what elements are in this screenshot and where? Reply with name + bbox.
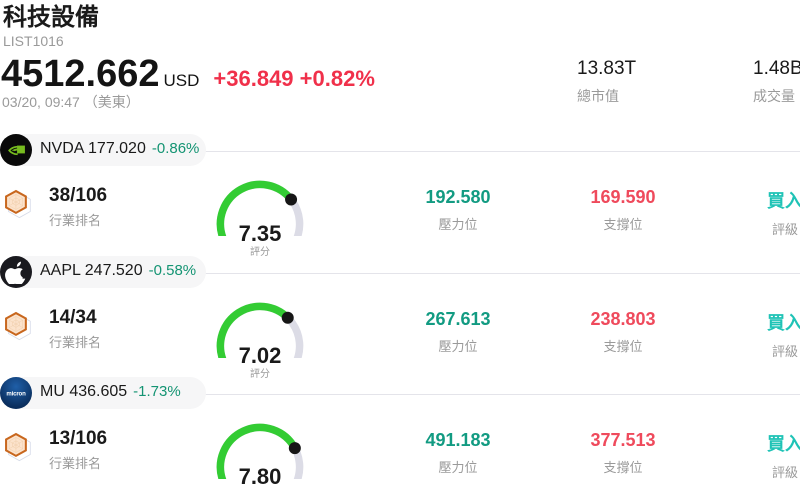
- svg-text:micron: micron: [6, 391, 26, 398]
